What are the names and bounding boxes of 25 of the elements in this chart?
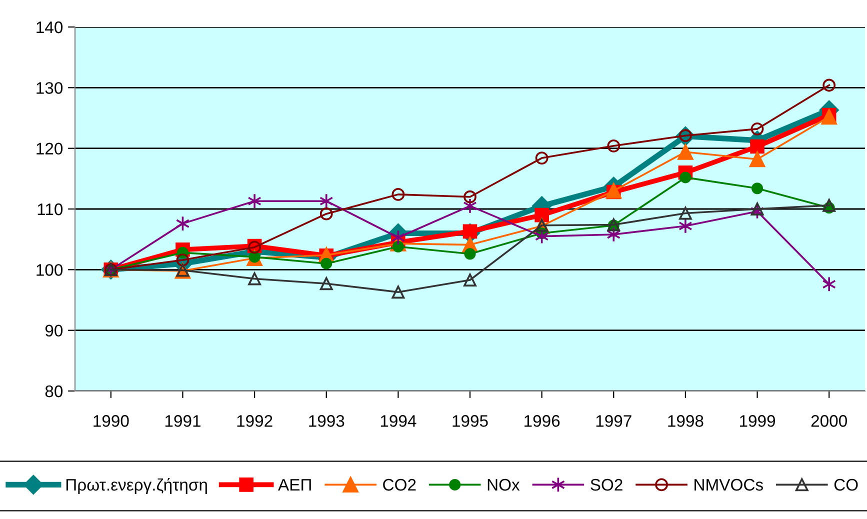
- legend-label: ΑΕΠ: [278, 479, 311, 491]
- y-tick-label: 90: [45, 324, 63, 337]
- legend-label: SO2: [590, 478, 622, 491]
- y-tick-label: 130: [36, 82, 63, 94]
- x-tick-label: 2000: [811, 415, 847, 427]
- legend-label: CO2: [383, 478, 416, 491]
- x-tick-label: 1992: [237, 415, 272, 427]
- x-tick-label: 1996: [524, 415, 560, 427]
- x-tick-label: 1993: [309, 415, 344, 427]
- x-tick-label: 1997: [596, 415, 632, 427]
- x-tick-label: 1995: [452, 415, 488, 427]
- x-tick-label: 1990: [94, 415, 129, 427]
- y-tick-label: 110: [38, 203, 63, 216]
- legend-label: NOx: [488, 478, 520, 491]
- legend-label: NMVOCs: [694, 478, 763, 491]
- y-tick-label: 100: [36, 264, 63, 276]
- x-tick-label: 1998: [668, 415, 704, 427]
- legend-label: CO: [834, 478, 858, 491]
- y-tick-label: 140: [36, 21, 63, 34]
- y-tick-label: 120: [36, 142, 63, 155]
- x-tick-label: 1999: [740, 415, 776, 427]
- x-tick-label: 1991: [165, 415, 200, 427]
- x-tick-label: 1994: [380, 415, 416, 427]
- legend-label: Πρωτ.ενεργ.ζήτηση: [66, 478, 207, 494]
- y-tick-label: 80: [45, 385, 63, 398]
